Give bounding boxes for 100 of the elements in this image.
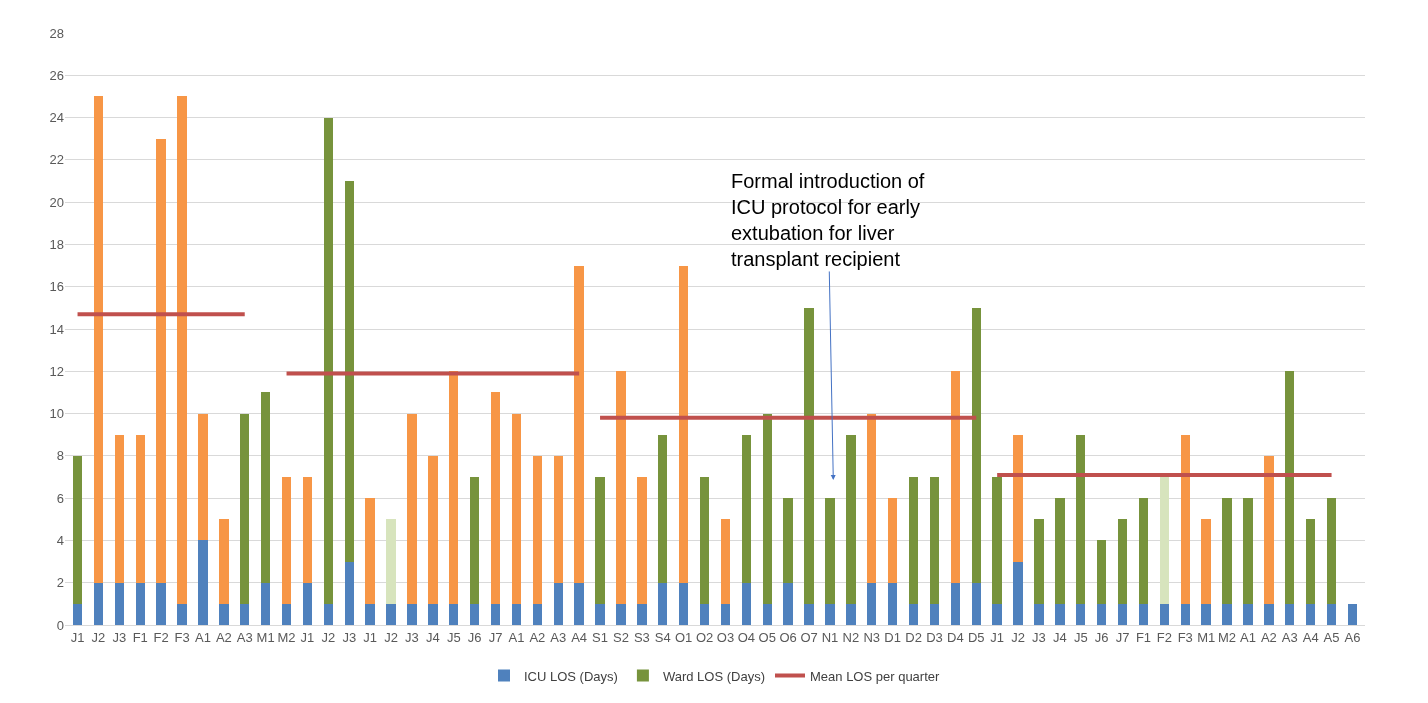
- bar: [825, 603, 835, 625]
- bar: [469, 477, 480, 604]
- x-tick-label: J1: [300, 629, 315, 645]
- bar: [825, 498, 835, 604]
- x-tick-label: J6: [467, 629, 482, 645]
- bar: [574, 582, 584, 625]
- bar: [887, 582, 898, 625]
- bar: [992, 603, 1002, 625]
- bar: [1326, 603, 1337, 625]
- bar: [490, 392, 501, 604]
- bar: [971, 582, 981, 625]
- bar: [1159, 603, 1170, 625]
- x-tick-label: F1: [132, 629, 148, 645]
- bar: [908, 603, 919, 625]
- x-tick-label: A2: [529, 629, 546, 645]
- x-tick-label: J3: [342, 629, 357, 645]
- bar: [1201, 519, 1211, 604]
- bar: [135, 582, 145, 625]
- bar: [114, 582, 125, 625]
- x-tick-label: F2: [153, 629, 169, 645]
- bar: [198, 413, 208, 541]
- bar: [1243, 498, 1253, 604]
- x-tick-label: F3: [1177, 629, 1193, 645]
- bar: [950, 582, 961, 625]
- x-tick-label: O3: [716, 629, 735, 645]
- x-tick-label: J4: [425, 629, 440, 645]
- bar: [992, 477, 1002, 604]
- bar: [1180, 434, 1190, 604]
- bar: [365, 498, 375, 604]
- bar: [428, 603, 438, 625]
- x-tick-label: A6: [1344, 629, 1361, 645]
- bar: [1305, 603, 1316, 625]
- bar: [804, 307, 814, 604]
- bar: [867, 582, 877, 625]
- x-tick-label: J7: [488, 629, 503, 645]
- x-tick-label: F2: [1156, 629, 1172, 645]
- x-tick-label: O7: [800, 629, 818, 645]
- bar: [240, 413, 250, 604]
- y-tick-label: 16: [49, 279, 64, 295]
- x-tick-label: J7: [1115, 629, 1130, 645]
- x-tick-label: D3: [926, 629, 943, 645]
- bar: [1117, 603, 1128, 625]
- bar: [1201, 603, 1211, 625]
- x-tick-label: O2: [695, 629, 714, 645]
- bar: [407, 603, 417, 625]
- bar: [135, 434, 145, 583]
- bar: [1180, 603, 1190, 625]
- bar: [281, 603, 292, 625]
- bar: [783, 582, 793, 625]
- bar: [574, 265, 584, 583]
- bar: [846, 434, 856, 604]
- legend-label: ICU LOS (Days): [524, 668, 618, 684]
- x-tick-label: A3: [1281, 629, 1298, 645]
- x-tick-label: D4: [947, 629, 964, 645]
- x-tick-label: J5: [1073, 629, 1088, 645]
- y-tick-label: 26: [49, 67, 64, 83]
- bar: [658, 582, 668, 625]
- x-tick-label: N3: [863, 629, 881, 645]
- bar: [344, 561, 354, 625]
- bar: [511, 413, 522, 604]
- bar: [469, 603, 480, 625]
- bar: [302, 477, 313, 583]
- bar: [1264, 603, 1274, 625]
- bar: [616, 603, 626, 625]
- legend-label: Mean LOS per quarter: [810, 668, 941, 684]
- bar: [72, 603, 83, 625]
- x-tick-label: M1: [256, 629, 275, 645]
- x-tick-label: J2: [1011, 629, 1025, 645]
- x-tick-label: J2: [384, 629, 398, 645]
- x-tick-label: O5: [758, 629, 776, 645]
- x-tick-label: J4: [1052, 629, 1067, 645]
- x-tick-label: J2: [91, 629, 106, 645]
- bar: [93, 96, 104, 583]
- bar: [323, 603, 334, 625]
- bar: [553, 582, 563, 625]
- bar: [846, 603, 856, 625]
- y-tick-label: 22: [49, 152, 64, 168]
- bar: [156, 138, 166, 583]
- bar: [1013, 434, 1023, 562]
- bar: [1347, 603, 1358, 625]
- bar: [929, 603, 940, 625]
- bar: [428, 455, 438, 604]
- bar: [240, 603, 250, 625]
- bar: [1096, 603, 1107, 625]
- bar: [302, 582, 313, 625]
- bar: [386, 603, 396, 625]
- x-tick-label: M2: [277, 629, 296, 645]
- bar: [1138, 498, 1149, 604]
- x-tick-label: D5: [967, 629, 985, 645]
- x-tick-label: D2: [905, 629, 922, 645]
- x-tick-label: A3: [550, 629, 567, 645]
- bar: [1305, 519, 1316, 604]
- bar: [72, 455, 83, 604]
- x-tick-label: O4: [737, 629, 756, 645]
- x-tick-label: J6: [1094, 629, 1109, 645]
- x-tick-label: M2: [1218, 629, 1237, 645]
- x-tick-label: J5: [446, 629, 461, 645]
- x-tick-label: O6: [779, 629, 797, 645]
- x-tick-label: J3: [112, 629, 127, 645]
- bar: [219, 603, 229, 625]
